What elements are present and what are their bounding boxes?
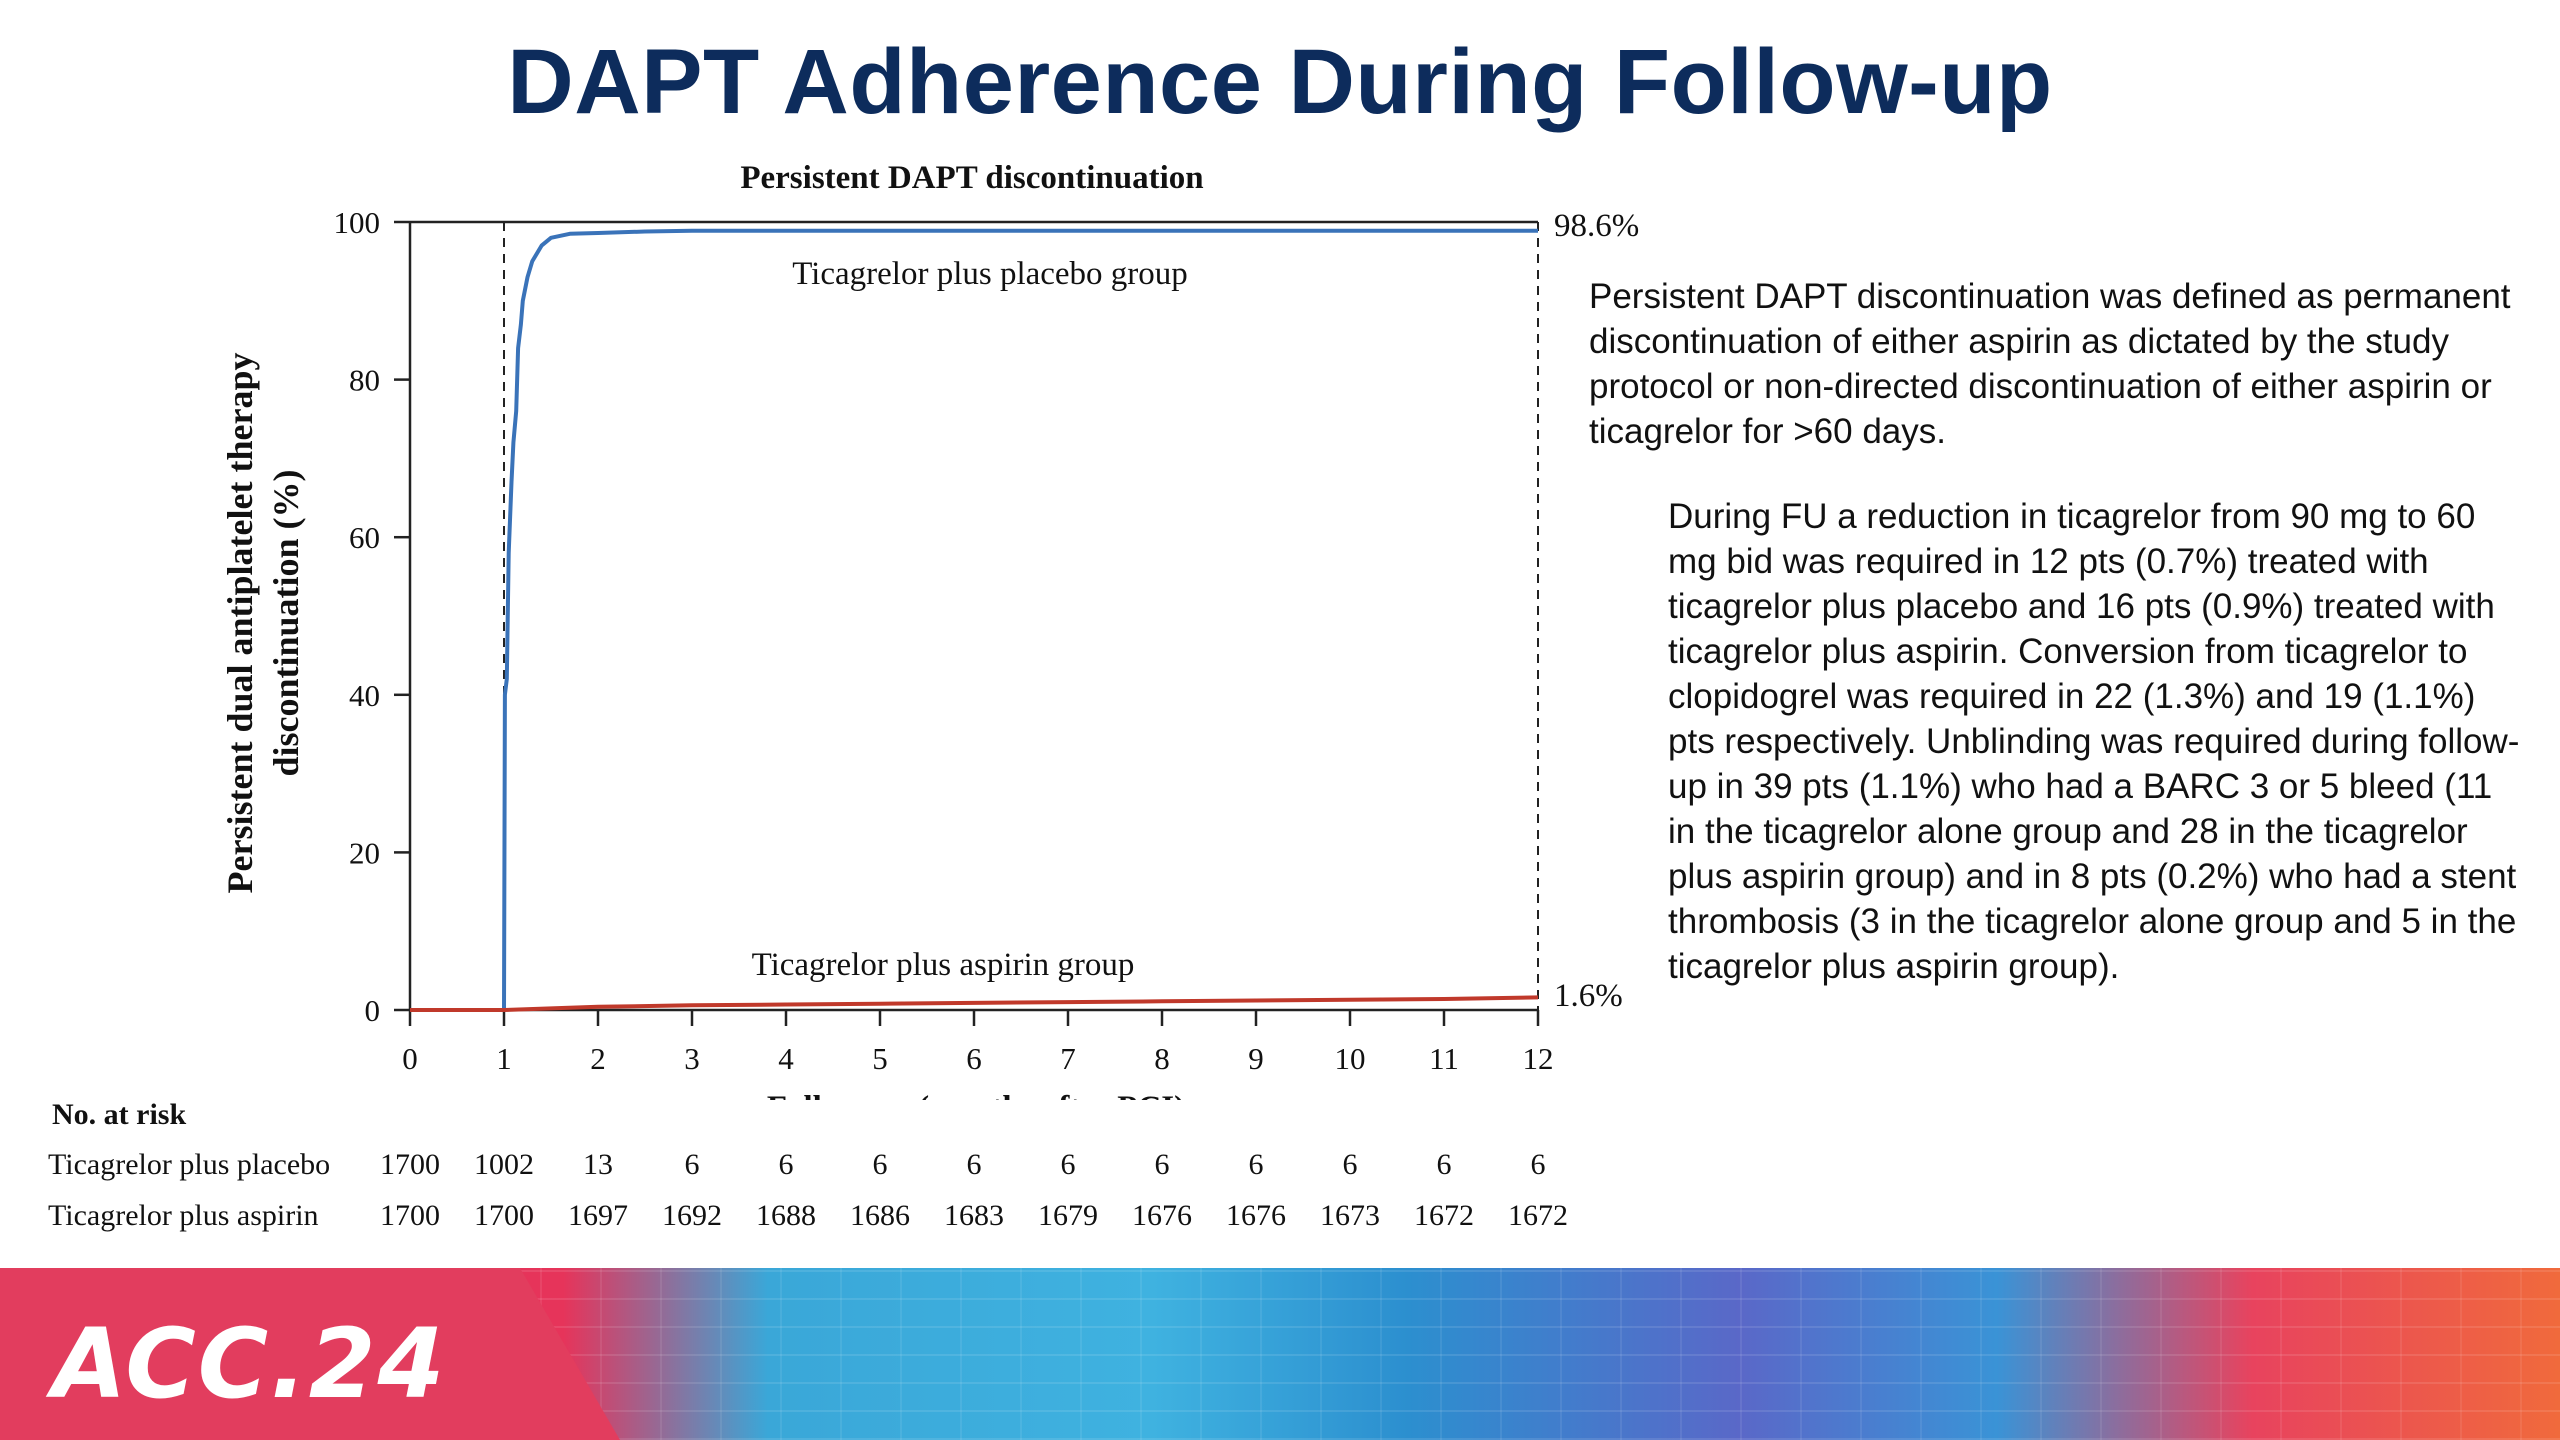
risk-row-label-placebo: Ticagrelor plus placebo bbox=[48, 1148, 331, 1181]
risk-value-cell: 1686 bbox=[850, 1199, 910, 1232]
x-tick-label: 12 bbox=[1523, 1041, 1554, 1076]
risk-value-cell: 1700 bbox=[380, 1148, 440, 1181]
risk-value-cell: 6 bbox=[966, 1148, 982, 1181]
x-tick-label: 5 bbox=[872, 1041, 888, 1076]
x-tick-label: 10 bbox=[1335, 1041, 1366, 1076]
risk-row-label-aspirin: Ticagrelor plus aspirin bbox=[48, 1199, 319, 1232]
end-value-label-aspirin: 1.6% bbox=[1554, 978, 1623, 1014]
x-tick-label: 8 bbox=[1154, 1041, 1170, 1076]
risk-value-cell: 1700 bbox=[474, 1199, 534, 1232]
risk-value-cell: 1700 bbox=[380, 1199, 440, 1232]
risk-value-cell: 6 bbox=[1436, 1148, 1452, 1181]
series-line-placebo bbox=[410, 228, 1538, 1012]
risk-table-header: No. at risk bbox=[52, 1098, 187, 1131]
risk-value-cell: 6 bbox=[1248, 1148, 1264, 1181]
risk-value-cell: 1672 bbox=[1508, 1199, 1568, 1232]
x-tick-label: 11 bbox=[1429, 1041, 1459, 1076]
end-value-label-placebo: 98.6% bbox=[1554, 208, 1639, 244]
km-chart: Persistent DAPT discontinuation Persiste… bbox=[220, 160, 1639, 1100]
risk-value-cell: 6 bbox=[1060, 1148, 1076, 1181]
risk-value-cell: 1692 bbox=[662, 1199, 722, 1232]
y-axis-label-line2: discontinuation (%) bbox=[266, 469, 306, 776]
x-tick-label: 4 bbox=[778, 1041, 794, 1076]
risk-value-cell: 6 bbox=[1342, 1148, 1358, 1181]
acc-24-logo: ACC.24 bbox=[52, 1308, 447, 1420]
follow-up-notes-text: During FU a reduction in ticagrelor from… bbox=[1668, 497, 2520, 986]
x-tick-label: 0 bbox=[402, 1041, 418, 1076]
y-tick-label: 40 bbox=[349, 678, 380, 713]
risk-value-cell: 6 bbox=[872, 1148, 888, 1181]
definition-text: Persistent DAPT discontinuation was defi… bbox=[1589, 277, 2511, 451]
y-tick-label: 0 bbox=[365, 993, 381, 1028]
y-tick-label: 20 bbox=[349, 835, 380, 870]
x-tick-label: 2 bbox=[590, 1041, 606, 1076]
risk-value-cell: 1697 bbox=[568, 1199, 628, 1232]
slide-title: DAPT Adherence During Follow-up bbox=[507, 31, 2053, 133]
series-label-placebo: Ticagrelor plus placebo group bbox=[792, 256, 1188, 292]
y-tick-label: 100 bbox=[334, 205, 381, 240]
y-axis-label-line1: Persistent dual antiplatelet therapy bbox=[220, 353, 260, 894]
risk-value-cell: 1683 bbox=[944, 1199, 1004, 1232]
x-tick-label: 7 bbox=[1060, 1041, 1076, 1076]
risk-value-cell: 6 bbox=[778, 1148, 794, 1181]
risk-value-cell: 1679 bbox=[1038, 1199, 1098, 1232]
risk-value-cell: 1002 bbox=[474, 1148, 534, 1181]
series-label-aspirin: Ticagrelor plus aspirin group bbox=[752, 947, 1135, 983]
risk-value-cell: 6 bbox=[1154, 1148, 1170, 1181]
y-tick-label: 60 bbox=[349, 520, 380, 555]
y-tick-label: 80 bbox=[349, 363, 380, 398]
footer-banner: ACC.24 bbox=[0, 1268, 2560, 1440]
x-tick-label: 9 bbox=[1248, 1041, 1264, 1076]
risk-value-cell: 13 bbox=[583, 1148, 613, 1181]
risk-value-cell: 6 bbox=[684, 1148, 700, 1181]
x-tick-label: 1 bbox=[496, 1041, 512, 1076]
chart-title: Persistent DAPT discontinuation bbox=[740, 160, 1203, 196]
x-tick-label: 3 bbox=[684, 1041, 700, 1076]
risk-value-cell: 1672 bbox=[1414, 1199, 1474, 1232]
x-tick-label: 6 bbox=[966, 1041, 982, 1076]
risk-value-cell: 1673 bbox=[1320, 1199, 1380, 1232]
risk-value-cell: 1688 bbox=[756, 1199, 816, 1232]
risk-value-cell: 1676 bbox=[1226, 1199, 1286, 1232]
footer-red-panel bbox=[0, 1268, 620, 1440]
risk-value-cell: 1676 bbox=[1132, 1199, 1192, 1232]
x-axis-label: Follow-up (months after PCI) bbox=[767, 1090, 1185, 1100]
series-line-aspirin bbox=[410, 995, 1539, 1012]
risk-value-cell: 6 bbox=[1530, 1148, 1546, 1181]
